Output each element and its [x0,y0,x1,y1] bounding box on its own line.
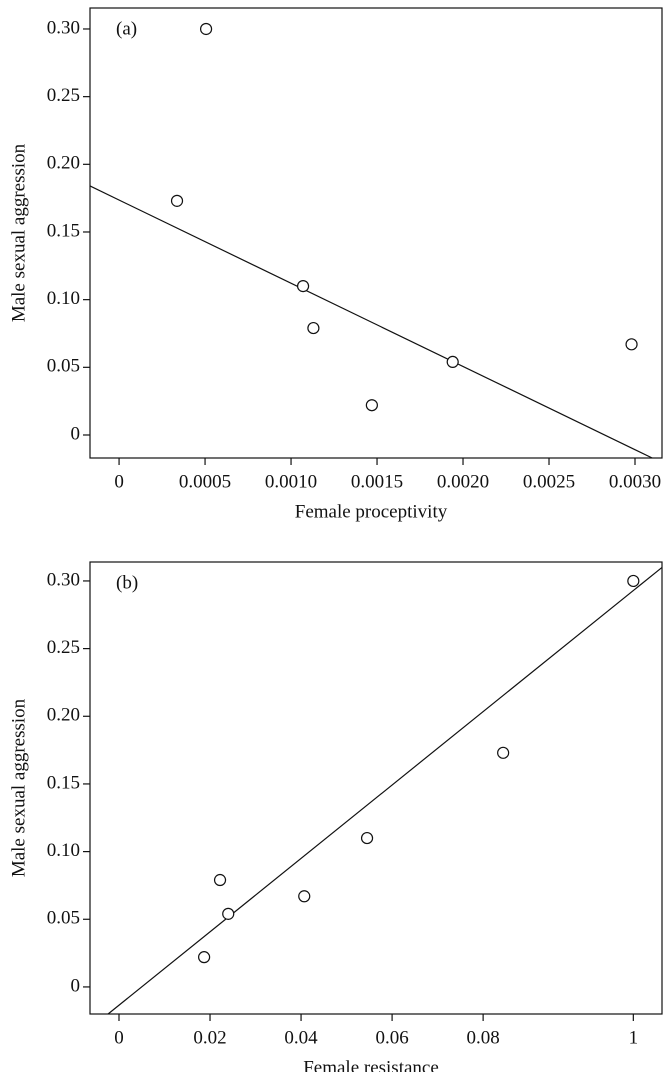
y-tick-label: 0.10 [47,288,80,309]
data-point [170,194,184,207]
data-point [199,22,213,36]
y-tick-label: 0.05 [47,356,80,377]
data-point [213,873,227,887]
y-axis-label: Male sexual aggression [8,698,29,877]
y-tick-label: 0 [71,423,81,444]
x-axis-label: Female resistance [303,1057,439,1072]
data-point [296,280,310,293]
data-point [446,355,459,369]
y-tick-label: 0.25 [47,637,80,658]
x-tick-label: 0.02 [193,1027,226,1048]
x-axis-label: Female proceptivity [295,501,448,522]
x-tick-label: 0.0015 [351,471,403,492]
data-point [298,890,311,903]
y-tick-label: 0.30 [47,569,80,590]
x-tick-label: 0.06 [375,1027,408,1048]
x-tick-label: 1 [629,1027,639,1048]
y-tick-label: 0.25 [47,85,80,106]
data-point [627,574,640,588]
y-tick-label: 0.10 [47,840,80,861]
data-point [497,746,510,759]
plot-frame [89,561,663,1015]
data-point [222,907,235,920]
y-tick-label: 0 [71,975,81,996]
panel-label: (b) [116,572,138,593]
y-tick-label: 0.15 [47,220,80,241]
x-tick-label: 0 [114,1027,124,1048]
y-tick-label: 0.05 [47,908,80,929]
data-point [198,951,211,964]
fit-line [107,566,663,1015]
x-tick-label: 0.0030 [609,471,661,492]
y-tick-label: 0.15 [47,772,80,793]
data-point [360,831,374,845]
data-point [365,399,378,412]
y-tick-label: 0.30 [47,17,80,38]
x-tick-label: 0.0005 [179,471,231,492]
panel-label: (a) [116,18,137,39]
x-tick-label: 0.0020 [437,471,489,492]
y-tick-label: 0.20 [47,705,80,726]
x-tick-label: 0.0025 [523,471,575,492]
plot-frame [89,7,663,459]
data-point [625,338,638,351]
x-tick-label: 0.0010 [265,471,317,492]
x-tick-label: 0 [114,471,124,492]
y-tick-label: 0.20 [47,153,80,174]
y-axis-label: Male sexual aggression [8,143,29,322]
x-tick-label: 0.04 [284,1027,318,1048]
x-tick-label: 0.08 [466,1027,499,1048]
data-point [307,321,320,335]
fit-line [89,185,653,459]
